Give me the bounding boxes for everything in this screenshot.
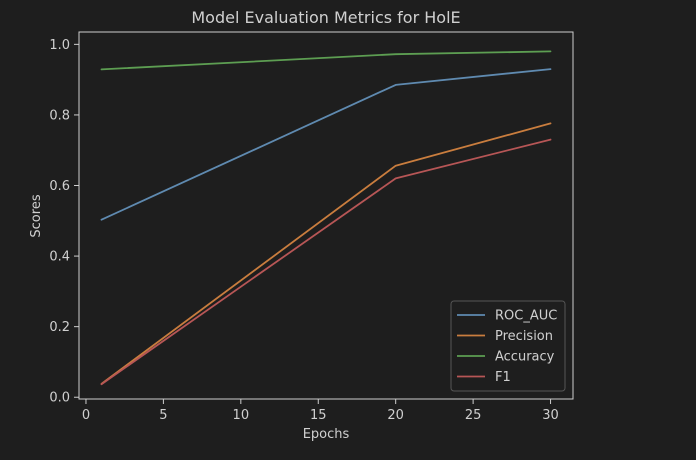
x-tick-label: 20 [387, 408, 404, 423]
series-line-accuracy [100, 50, 552, 71]
x-tick-label: 15 [310, 408, 327, 423]
legend-label: Precision [495, 329, 553, 344]
x-tick-label: 0 [82, 408, 90, 423]
y-axis-label: Scores [29, 194, 44, 237]
x-tick-label: 10 [233, 408, 250, 423]
x-tick-label: 5 [159, 408, 167, 423]
y-tick-label: 0.4 [49, 250, 70, 265]
legend-label: ROC_AUC [495, 309, 557, 324]
series-line-f1 [100, 138, 552, 386]
x-axis-label: Epochs [303, 427, 350, 442]
series-layer [100, 50, 552, 386]
legend-box [450, 300, 566, 392]
y-tick-label: 0.2 [49, 320, 70, 335]
legend-label: Accuracy [495, 350, 555, 365]
y-tick-label: 0.8 [49, 108, 70, 123]
legend-label: F1 [495, 370, 511, 385]
series-line-precision [100, 122, 552, 385]
y-tick-label: 1.0 [49, 38, 70, 53]
series-line-roc-auc [100, 68, 552, 221]
x-tick-label: 30 [542, 408, 559, 423]
x-axis: 0 5 10 15 20 25 30 [82, 399, 559, 423]
y-axis: 0.0 0.2 0.4 0.6 0.8 1.0 [49, 38, 79, 406]
y-tick-label: 0.0 [49, 391, 70, 406]
chart-title: Model Evaluation Metrics for HolE [191, 8, 460, 27]
legend: ROC_AUC Precision Accuracy F1 [450, 300, 566, 392]
y-tick-label: 0.6 [49, 179, 70, 194]
x-tick-label: 25 [465, 408, 482, 423]
plot-frame [78, 31, 574, 400]
